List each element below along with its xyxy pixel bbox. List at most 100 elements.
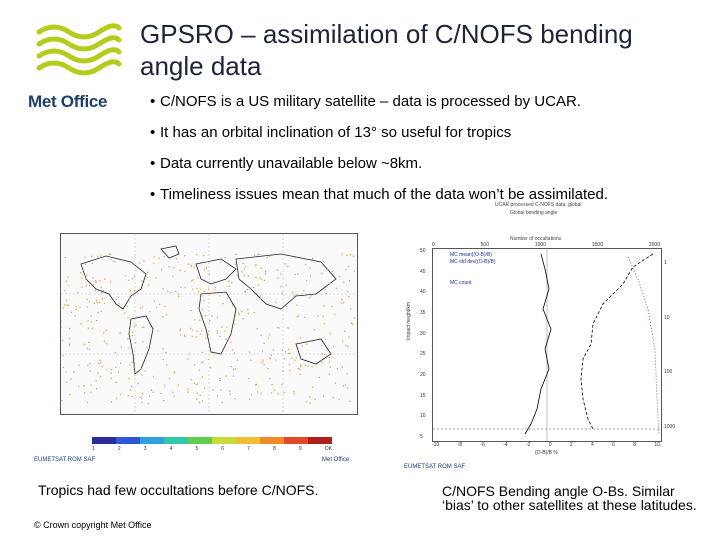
occultation-dot: [243, 268, 246, 270]
occultation-dot: [267, 337, 270, 339]
occultation-dot: [203, 299, 205, 301]
occultation-dot: [271, 384, 273, 386]
occultation-dot: [309, 275, 312, 277]
occultation-dot: [84, 263, 87, 265]
occultation-dot: [332, 346, 335, 348]
occultation-dot: [303, 289, 305, 292]
x-axis-label: (O-B)/B %: [535, 450, 558, 456]
occultation-dot: [178, 295, 180, 298]
occultation-dot: [201, 400, 204, 402]
occultation-dot: [163, 385, 166, 387]
right-caption: C/NOFS Bending angle O-Bs. Similar ‘bias…: [442, 483, 697, 513]
profile-plot: [433, 249, 661, 441]
occultation-dot: [134, 275, 136, 277]
occultation-dot: [187, 263, 189, 265]
occultation-dot: [74, 315, 76, 317]
occultation-dot: [86, 347, 89, 349]
occultation-dot: [158, 257, 160, 259]
occultation-dot: [99, 375, 102, 378]
occultation-dot: [127, 338, 129, 340]
occultation-dot: [92, 277, 94, 279]
occultation-dot: [61, 400, 63, 402]
occultation-dot: [238, 313, 241, 315]
profile-header-1: UCAR processed C-NOFS data, global: [495, 202, 582, 208]
occultation-dot: [338, 275, 341, 278]
occultation-dot: [323, 354, 326, 356]
occultation-dot: [95, 281, 97, 284]
occultation-dot: [68, 327, 71, 330]
occultation-dot: [299, 337, 302, 339]
occultation-dot: [287, 265, 289, 268]
occultation-dot: [310, 295, 312, 297]
occultation-dot: [126, 305, 128, 308]
profile-header-2: Global bending angle: [510, 210, 558, 216]
occultation-dot: [86, 274, 88, 276]
occultation-dot: [297, 367, 299, 370]
occultation-dot: [187, 391, 189, 393]
occultation-dot: [216, 316, 218, 318]
occultation-dot: [177, 384, 180, 386]
occultation-dot: [350, 308, 352, 310]
occultation-dot: [156, 306, 158, 309]
occultation-dot: [308, 297, 311, 299]
occultation-dot: [118, 303, 120, 305]
occultation-dot: [201, 315, 204, 317]
occultation-dot: [233, 319, 236, 321]
occultation-dot: [89, 363, 91, 365]
occultation-dot: [163, 256, 165, 258]
occultation-dot: [232, 368, 235, 371]
occultation-dot: [99, 255, 102, 257]
occultation-dot: [67, 276, 69, 278]
occultation-dot: [285, 284, 287, 286]
occultation-dot: [342, 385, 345, 387]
occultation-dot: [184, 255, 186, 257]
occultation-dot: [114, 351, 117, 354]
top-axis-label: Number of occultations: [510, 236, 562, 242]
occultation-dot: [299, 373, 301, 375]
occultation-dot: [328, 355, 330, 357]
occultation-dot: [90, 315, 92, 317]
occultation-dot: [149, 311, 151, 313]
occultation-dot: [226, 326, 228, 328]
occultation-dot: [100, 286, 102, 289]
occultation-dot: [119, 332, 121, 334]
occultation-dot: [221, 326, 223, 328]
occultation-dot: [209, 319, 211, 322]
occultation-dot: [80, 323, 82, 325]
occultation-dot: [93, 302, 96, 304]
occultation-dot: [87, 320, 89, 322]
occultation-dot: [256, 328, 258, 330]
occultation-dot: [70, 311, 73, 313]
occultation-dot: [97, 255, 99, 257]
occultation-dot: [288, 348, 290, 350]
occultation-dot: [196, 392, 198, 394]
occultation-dot: [314, 398, 316, 400]
occultation-dot: [128, 377, 130, 380]
world-map: [60, 233, 358, 415]
occultation-dot: [187, 358, 189, 360]
occultation-dot: [260, 392, 263, 395]
occultation-dot: [60, 326, 62, 328]
occultation-dot: [209, 367, 212, 369]
occultation-dot: [309, 267, 311, 269]
occultation-dot: [243, 274, 246, 277]
occultation-dot: [131, 334, 133, 337]
occultation-dot: [64, 256, 66, 259]
occultation-dot: [304, 316, 306, 318]
occultation-dot: [66, 304, 68, 306]
occultation-dot: [147, 271, 149, 274]
occultation-dot: [190, 266, 193, 268]
occultation-dot: [277, 277, 279, 279]
occultation-dot: [95, 299, 98, 302]
occultation-dot: [132, 331, 134, 333]
occultation-dot: [165, 352, 167, 354]
occultation-dot: [103, 340, 106, 342]
occultation-dot: [97, 311, 99, 314]
occultation-dot: [115, 366, 117, 368]
occultation-dot: [88, 348, 91, 351]
occultation-dot: [207, 333, 209, 335]
occultation-dot: [202, 361, 204, 363]
occultation-dot: [311, 366, 313, 368]
